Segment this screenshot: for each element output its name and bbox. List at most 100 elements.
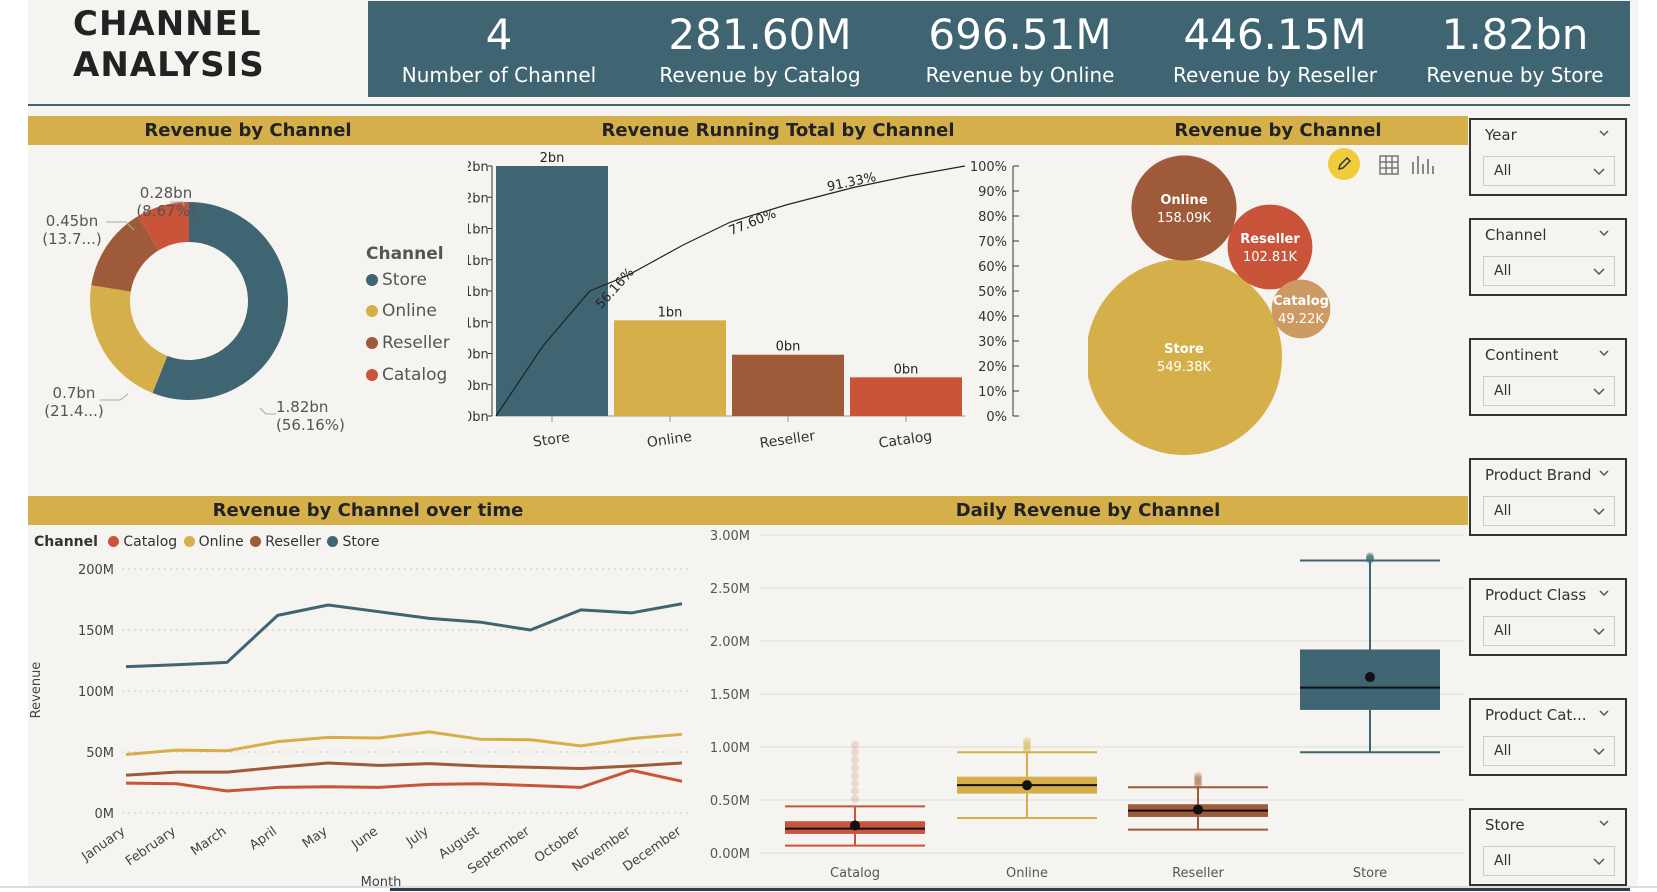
y2-tick-label: 0% bbox=[986, 410, 1007, 425]
slicer-store: Store All bbox=[1469, 808, 1627, 886]
bar-data-label: 0bn bbox=[776, 340, 801, 355]
legend-item-reseller[interactable]: Reseller bbox=[366, 333, 450, 353]
chevron-down-icon[interactable] bbox=[1597, 226, 1611, 240]
bubble-catalog[interactable] bbox=[1271, 279, 1331, 339]
pareto-chart[interactable]: 0bn 0bn 0bn 1bn 1bn 1bn 1bn 2bn 2bn 0% 10% 20% 30% 40… bbox=[468, 150, 1088, 480]
y-tick-label: 3.00M bbox=[710, 529, 750, 544]
legend-item-online[interactable]: Online bbox=[366, 301, 437, 321]
legend-marker bbox=[366, 369, 378, 381]
donut-slices[interactable] bbox=[90, 202, 289, 400]
y2-tick-label: 80% bbox=[978, 210, 1007, 225]
outlier-point bbox=[851, 794, 859, 803]
chevron-down-icon[interactable] bbox=[1597, 816, 1611, 830]
leader-line bbox=[259, 407, 276, 415]
bubble-label: Reseller bbox=[1240, 232, 1300, 247]
bubble-online[interactable] bbox=[1131, 155, 1237, 261]
donut-chart[interactable]: 0.28bn (8.67%) 0.45bn (13.7...) 0.7bn (2… bbox=[28, 150, 468, 470]
legend-label: Reseller bbox=[382, 333, 450, 353]
slicer-title: Product Cat... bbox=[1485, 706, 1587, 724]
legend-label: Store bbox=[342, 534, 380, 550]
y-tick-label: 2.50M bbox=[710, 582, 750, 597]
slicer-product-class: Product Class All bbox=[1469, 578, 1627, 656]
y2-tick-label: 70% bbox=[978, 235, 1007, 250]
series-line-catalog[interactable] bbox=[125, 768, 683, 793]
pencil-icon[interactable] bbox=[1328, 148, 1360, 180]
slicer-dropdown[interactable]: All bbox=[1483, 736, 1615, 766]
kpi-label: Revenue by Catalog bbox=[659, 63, 861, 87]
chart-icon-glyph bbox=[1412, 156, 1434, 174]
chevron-down-icon[interactable] bbox=[1597, 346, 1611, 360]
kpi-value: 4 bbox=[485, 10, 513, 59]
chart-icon[interactable] bbox=[1410, 152, 1436, 176]
slicer-dropdown[interactable]: All bbox=[1483, 496, 1615, 526]
data-label: (21.4...) bbox=[44, 402, 103, 420]
legend-item-reseller[interactable]: Reseller bbox=[250, 534, 321, 550]
cumulative-label: 77.60% bbox=[727, 207, 779, 239]
cumulative-line[interactable] bbox=[495, 165, 966, 417]
legend-item-catalog[interactable]: Catalog bbox=[108, 534, 177, 550]
slicer-value: All bbox=[1494, 163, 1512, 179]
y2-tick-label: 30% bbox=[978, 335, 1007, 350]
slicer-dropdown[interactable]: All bbox=[1483, 156, 1615, 186]
legend-item-catalog[interactable]: Catalog bbox=[366, 365, 447, 385]
y-tick-label: 200M bbox=[78, 563, 114, 578]
slicer-dropdown[interactable]: All bbox=[1483, 846, 1615, 876]
y-tick-label: 0bn bbox=[468, 379, 489, 394]
donut-slice-online[interactable] bbox=[90, 285, 168, 394]
bubble-value: 158.09K bbox=[1157, 211, 1211, 226]
table-icon[interactable] bbox=[1378, 154, 1400, 176]
chevron-down-icon[interactable] bbox=[1597, 706, 1611, 720]
y-tick-label: 2.00M bbox=[710, 635, 750, 650]
chevron-down-icon bbox=[1593, 168, 1605, 176]
y2-tick-label: 50% bbox=[978, 285, 1007, 300]
donut-slice-store[interactable] bbox=[152, 202, 289, 400]
legend-item-store[interactable]: Store bbox=[327, 534, 379, 550]
slicer-value: All bbox=[1494, 623, 1512, 639]
series-line-reseller[interactable] bbox=[125, 761, 683, 777]
slicer-dropdown[interactable]: All bbox=[1483, 256, 1615, 286]
box-panel-title: Daily Revenue by Channel bbox=[955, 500, 1221, 521]
outlier-point bbox=[1366, 553, 1374, 562]
bubble-label: Online bbox=[1160, 193, 1207, 208]
legend-item-store[interactable]: Store bbox=[366, 270, 427, 290]
outlier-point bbox=[851, 748, 859, 757]
chevron-down-icon bbox=[1593, 748, 1605, 756]
outlier-point bbox=[851, 771, 859, 780]
outlier-point bbox=[851, 763, 859, 772]
outlier-point bbox=[1023, 741, 1031, 750]
slicer-title: Channel bbox=[1485, 226, 1547, 244]
y2-tick-label: 60% bbox=[978, 260, 1007, 275]
slicer-dropdown[interactable]: All bbox=[1483, 616, 1615, 646]
chevron-down-icon[interactable] bbox=[1597, 586, 1611, 600]
y2-tick-label: 100% bbox=[970, 160, 1007, 175]
x-axis-title: Month bbox=[361, 875, 402, 886]
slicer-dropdown[interactable]: All bbox=[1483, 376, 1615, 406]
bar-online[interactable] bbox=[614, 320, 726, 416]
donut-slice-reseller[interactable] bbox=[91, 216, 159, 292]
kpi-bar: 4 Number of Channel 281.60M Revenue by C… bbox=[368, 1, 1630, 97]
bubble-chart[interactable]: Store 549.38K Online 158.09K Reseller 102.81K… bbox=[1088, 150, 1468, 480]
y-tick-label: 100M bbox=[78, 685, 114, 700]
x-tick-label: Catalog bbox=[878, 428, 933, 451]
bubble-panel-title: Revenue by Channel bbox=[1174, 120, 1382, 141]
bar-catalog[interactable] bbox=[850, 377, 962, 416]
series-line-online[interactable] bbox=[125, 730, 683, 756]
legend-label: Catalog bbox=[123, 534, 178, 550]
donut-slice-catalog[interactable] bbox=[137, 202, 189, 251]
y-tick-label: 1bn bbox=[468, 223, 489, 238]
chevron-down-icon[interactable] bbox=[1597, 466, 1611, 480]
bubble-store[interactable] bbox=[1088, 259, 1282, 455]
page-title-line1: CHANNEL bbox=[73, 4, 262, 44]
box-plot[interactable]: 0.00M 0.50M 1.00M 1.50M 2.00M 2.50M 3.00M Catal… bbox=[708, 527, 1468, 886]
legend-item-online[interactable]: Online bbox=[183, 534, 244, 550]
y2-tick-label: 90% bbox=[978, 185, 1007, 200]
bubble-reseller[interactable] bbox=[1227, 204, 1313, 290]
bubble-value: 102.81K bbox=[1243, 250, 1297, 265]
slicer-title: Product Class bbox=[1485, 586, 1587, 604]
legend-label: Catalog bbox=[382, 365, 448, 385]
chevron-down-icon[interactable] bbox=[1597, 126, 1611, 140]
series-line-store[interactable] bbox=[125, 602, 683, 669]
slicer-title: Product Brand bbox=[1485, 466, 1592, 484]
bar-reseller[interactable] bbox=[732, 354, 844, 416]
